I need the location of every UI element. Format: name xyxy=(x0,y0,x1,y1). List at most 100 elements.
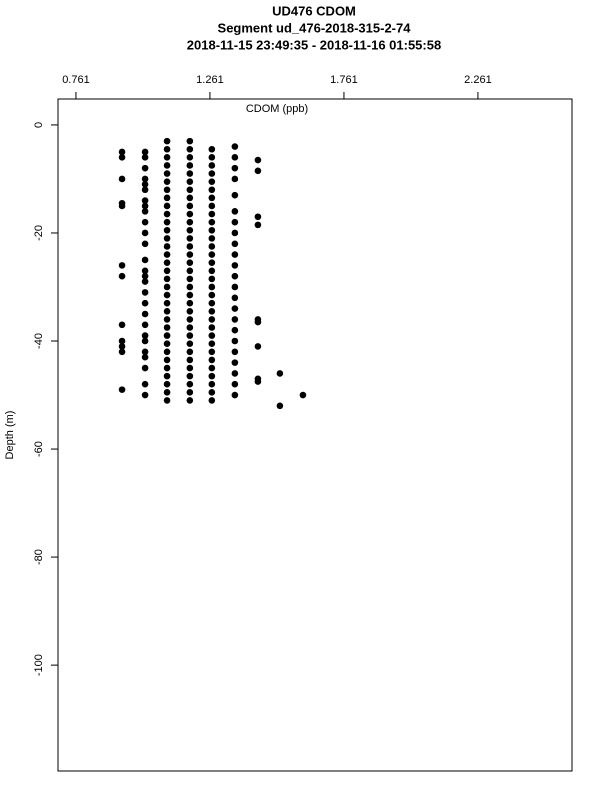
data-point xyxy=(231,191,239,199)
data-point xyxy=(254,213,262,221)
data-point xyxy=(231,143,239,150)
data-point xyxy=(208,283,216,291)
data-point xyxy=(186,202,194,210)
data-point xyxy=(163,186,171,194)
data-point xyxy=(163,389,171,396)
y-tick-label: -20 xyxy=(33,225,45,241)
y-tick-label: -100 xyxy=(33,654,45,676)
data-point xyxy=(186,154,194,161)
data-point xyxy=(163,324,171,331)
data-point xyxy=(186,194,194,202)
data-point xyxy=(208,275,216,283)
data-point xyxy=(231,326,239,334)
data-point xyxy=(141,272,149,280)
data-point xyxy=(231,337,239,345)
data-point xyxy=(208,348,216,356)
data-point xyxy=(163,372,171,380)
data-point xyxy=(276,370,284,377)
data-point xyxy=(141,364,149,372)
data-point xyxy=(231,348,239,356)
data-point xyxy=(141,154,149,161)
data-point xyxy=(141,289,149,296)
data-point xyxy=(141,229,149,237)
data-point xyxy=(118,321,126,329)
data-point xyxy=(208,324,216,331)
data-point xyxy=(163,162,171,169)
data-point xyxy=(186,186,194,194)
data-point xyxy=(163,340,171,348)
data-point xyxy=(231,316,239,323)
data-point xyxy=(186,162,194,169)
data-point xyxy=(118,148,126,156)
data-point xyxy=(208,397,216,404)
data-point xyxy=(208,299,216,307)
data-point xyxy=(186,299,194,307)
data-point xyxy=(186,389,194,396)
data-point xyxy=(163,291,171,299)
data-point xyxy=(186,332,194,339)
data-point xyxy=(208,243,216,250)
data-point xyxy=(186,348,194,356)
data-point xyxy=(118,202,126,210)
data-point xyxy=(118,337,126,345)
data-point xyxy=(186,380,194,388)
data-point xyxy=(208,235,216,242)
data-point xyxy=(186,372,194,380)
data-point xyxy=(141,299,149,307)
data-point xyxy=(208,162,216,169)
data-point xyxy=(118,175,126,183)
plot-frame xyxy=(57,98,573,772)
y-axis-label: Depth (m) xyxy=(4,411,16,460)
data-point xyxy=(163,137,171,145)
data-point xyxy=(141,348,149,356)
y-tick-label: 0 xyxy=(33,122,45,128)
data-point xyxy=(163,299,171,307)
data-point xyxy=(118,343,126,350)
data-point xyxy=(141,332,149,339)
data-point xyxy=(231,251,239,258)
data-point xyxy=(141,181,149,188)
data-point xyxy=(163,348,171,356)
data-point xyxy=(186,226,194,234)
data-point xyxy=(254,221,262,229)
data-point xyxy=(231,272,239,280)
data-point xyxy=(208,316,216,323)
data-point xyxy=(186,210,194,218)
data-point xyxy=(231,218,239,226)
data-point xyxy=(186,218,194,226)
data-point xyxy=(231,240,239,248)
data-point xyxy=(186,340,194,348)
data-point xyxy=(163,194,171,202)
data-point xyxy=(163,145,171,153)
data-point xyxy=(231,175,239,183)
data-point xyxy=(208,372,216,380)
data-point xyxy=(186,356,194,364)
data-point xyxy=(141,240,149,248)
data-point xyxy=(141,202,149,210)
x-tick-label: 1.261 xyxy=(196,74,224,86)
data-point xyxy=(254,343,262,350)
data-point xyxy=(231,391,239,399)
x-tick-label: 1.761 xyxy=(330,74,358,86)
data-point xyxy=(141,310,149,318)
data-point xyxy=(231,164,239,172)
data-point xyxy=(186,291,194,299)
data-point xyxy=(231,294,239,302)
data-point xyxy=(186,397,194,404)
data-point xyxy=(163,154,171,161)
data-point xyxy=(276,402,284,410)
data-point xyxy=(163,267,171,275)
data-point xyxy=(163,332,171,339)
data-point xyxy=(163,307,171,315)
data-point xyxy=(231,359,239,366)
y-tick-label: -40 xyxy=(33,333,45,349)
data-point xyxy=(163,202,171,210)
data-point xyxy=(208,332,216,339)
data-point xyxy=(163,364,171,372)
data-point xyxy=(141,148,149,156)
data-point xyxy=(118,154,126,161)
data-point xyxy=(299,391,307,399)
data-point xyxy=(208,259,216,266)
data-point xyxy=(163,251,171,258)
